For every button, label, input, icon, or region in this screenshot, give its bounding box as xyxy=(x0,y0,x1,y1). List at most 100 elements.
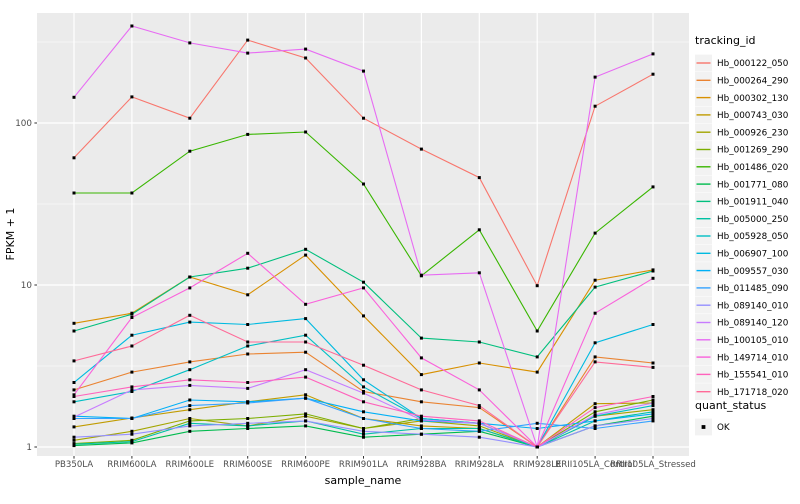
data-point xyxy=(72,415,76,419)
data-point xyxy=(304,396,308,400)
data-point xyxy=(651,52,655,56)
data-point xyxy=(246,266,250,270)
data-point xyxy=(246,38,250,42)
legend-title-quant-status: quant_status xyxy=(695,399,767,412)
data-point xyxy=(362,286,365,290)
data-point xyxy=(246,251,250,255)
data-point xyxy=(130,385,134,389)
data-point xyxy=(419,273,423,277)
legend-shape-items: OK xyxy=(695,418,730,436)
data-point xyxy=(72,388,76,392)
data-point xyxy=(419,147,423,151)
legend-item-label: Hb_009557_030 xyxy=(717,267,789,277)
legend-item: Hb_100105_010 xyxy=(695,331,789,349)
data-point xyxy=(477,419,481,423)
data-point xyxy=(304,302,308,306)
data-point xyxy=(130,429,134,433)
data-point xyxy=(246,323,250,326)
data-point xyxy=(593,410,597,414)
data-point xyxy=(362,391,365,395)
data-point xyxy=(477,176,481,180)
data-point xyxy=(535,355,539,359)
x-axis: PB350LA RRIM600LA RRIM600LE RRIM600SE RRIM60… xyxy=(55,456,696,470)
data-point xyxy=(477,228,481,232)
data-point xyxy=(72,425,76,429)
legend-item: Hb_000122_050 xyxy=(695,54,789,72)
data-point xyxy=(304,340,308,344)
legend-item: Hb_005000_250 xyxy=(695,210,789,228)
data-point xyxy=(304,333,308,337)
data-point xyxy=(130,388,134,392)
x-tick-label: RRIM600LE xyxy=(166,460,215,470)
data-point xyxy=(593,427,597,430)
data-point xyxy=(651,398,655,402)
data-point xyxy=(304,393,308,397)
legend-item: Hb_001486_020 xyxy=(695,158,789,176)
data-point xyxy=(477,361,481,365)
legend-item-label: Hb_001771_080 xyxy=(717,180,789,190)
legend-item-label: Hb_155541_010 xyxy=(717,371,789,381)
data-point xyxy=(304,419,308,423)
x-tick-label: RRII105LA_Control xyxy=(555,460,635,470)
x-tick-label: RRIM928LA xyxy=(455,460,504,470)
legend-item-label: Hb_000122_050 xyxy=(717,59,789,69)
x-tick-label: RRIM928BA xyxy=(396,460,446,470)
data-point xyxy=(419,336,423,340)
data-point xyxy=(593,278,597,282)
data-point xyxy=(362,400,365,404)
data-point xyxy=(651,404,655,408)
data-point xyxy=(72,438,76,442)
data-point xyxy=(477,271,481,275)
data-point xyxy=(362,69,365,73)
data-point xyxy=(593,104,597,108)
data-point xyxy=(130,390,134,393)
data-point xyxy=(246,427,250,430)
data-point xyxy=(72,95,76,99)
data-point xyxy=(188,320,192,324)
data-point xyxy=(130,316,134,319)
data-point xyxy=(188,286,192,290)
y-tick-label: 10 xyxy=(21,281,33,291)
legend-item: Hb_000264_290 xyxy=(695,71,789,89)
data-point xyxy=(362,378,365,382)
data-point xyxy=(593,285,597,289)
data-point xyxy=(535,370,539,374)
legend-item-label: Hb_000302_130 xyxy=(717,94,789,104)
data-point xyxy=(304,253,308,257)
data-point xyxy=(72,321,76,325)
data-point xyxy=(362,390,365,393)
data-point xyxy=(130,344,134,348)
data-point xyxy=(419,418,423,422)
data-point xyxy=(651,408,655,412)
data-point xyxy=(304,130,308,134)
legend-item-label: OK xyxy=(717,423,730,433)
data-point xyxy=(651,412,655,416)
data-point xyxy=(304,56,308,60)
legend-item-label: Hb_089140_010 xyxy=(717,301,789,311)
data-point xyxy=(535,445,539,449)
y-axis-title: FPKM + 1 xyxy=(4,208,17,261)
data-point xyxy=(304,412,308,416)
data-point xyxy=(419,424,423,428)
data-point xyxy=(593,406,597,410)
data-point xyxy=(130,370,134,374)
data-point xyxy=(651,185,655,189)
legend-item-label: Hb_000743_030 xyxy=(717,111,789,121)
data-point xyxy=(246,340,250,344)
data-point xyxy=(246,424,250,428)
data-point xyxy=(362,385,365,389)
data-point xyxy=(188,149,192,153)
data-point xyxy=(593,355,597,359)
legend: tracking_id Hb_000122_050Hb_000264_290Hb… xyxy=(695,34,789,436)
x-tick-label: RRIM600SE xyxy=(223,460,272,470)
data-point xyxy=(362,363,365,367)
data-point xyxy=(188,398,192,402)
data-point xyxy=(188,116,192,120)
data-point xyxy=(246,381,250,384)
data-point xyxy=(651,269,655,273)
data-point xyxy=(188,360,192,364)
data-point xyxy=(72,393,76,397)
data-point xyxy=(188,41,192,45)
data-point xyxy=(593,75,597,79)
legend-item-label: Hb_005928_050 xyxy=(717,232,789,242)
